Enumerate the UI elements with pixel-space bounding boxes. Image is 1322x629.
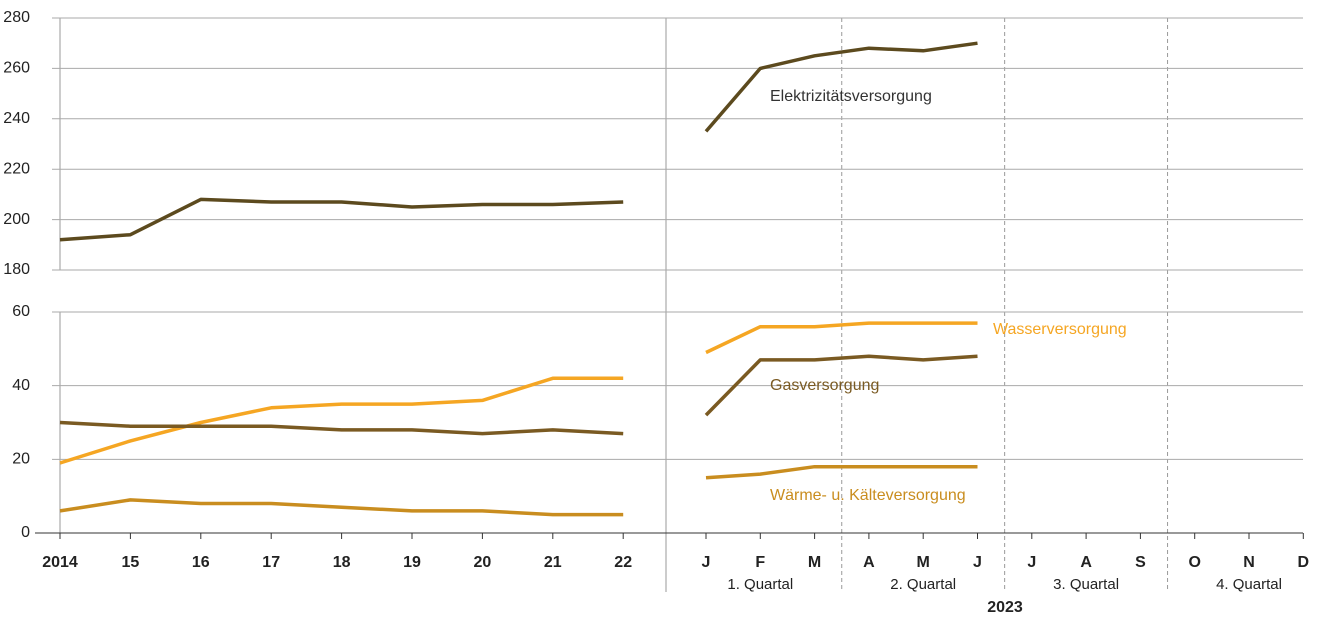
series-line (59, 41, 978, 242)
x-tick-label: M (917, 554, 930, 571)
x-tick-label: 20 (474, 554, 492, 571)
series-line (59, 464, 978, 517)
x-tick-label: A (1080, 554, 1092, 571)
y-tick-label: 260 (3, 60, 30, 77)
x-tick-label: 16 (192, 554, 210, 571)
quarter-label: 2. Quartal (890, 576, 956, 593)
x-tick-label: O (1188, 554, 1200, 571)
x-tick-label: 19 (403, 554, 421, 571)
x-tick-label: N (1243, 554, 1255, 571)
quarter-label: 4. Quartal (1216, 576, 1282, 593)
series-line (59, 354, 978, 436)
x-tick-label: D (1298, 554, 1310, 571)
x-tick-label: 15 (122, 554, 140, 571)
y-tick-label: 280 (3, 9, 30, 26)
y-tick-label: 200 (3, 211, 30, 228)
quarter-label: 3. Quartal (1053, 576, 1119, 593)
y-tick-label: 20 (12, 451, 30, 468)
y-tick-label: 60 (12, 303, 30, 320)
x-tick-label: M (808, 554, 821, 571)
y-tick-label: 180 (3, 261, 30, 278)
y-tick-label: 0 (21, 524, 30, 541)
y-tick-label: 40 (12, 377, 30, 394)
series-line (59, 321, 978, 465)
x-tick-label: 21 (544, 554, 562, 571)
x-tick-label: J (702, 554, 711, 571)
y-tick-label: 220 (3, 160, 30, 177)
x-tick-label: 17 (262, 554, 280, 571)
x-tick-label: 2014 (42, 554, 78, 571)
x-tick-label: 18 (333, 554, 351, 571)
x-tick-label: F (755, 554, 765, 571)
quarter-label: 1. Quartal (727, 576, 793, 593)
x-tick-label: S (1135, 554, 1146, 571)
series-label: Wärme- u. Kälteversorgung (770, 487, 966, 504)
y-tick-label: 240 (3, 110, 30, 127)
x-tick-label: A (863, 554, 875, 571)
series-label: Wasserversorgung (993, 321, 1127, 338)
x-tick-label: 22 (614, 554, 632, 571)
x-tick-label: J (973, 554, 982, 571)
series-label: Gasversorgung (770, 377, 879, 394)
year-label: 2023 (987, 599, 1023, 616)
series-label: Elektrizitätsversorgung (770, 88, 932, 105)
x-tick-label: J (1027, 554, 1036, 571)
